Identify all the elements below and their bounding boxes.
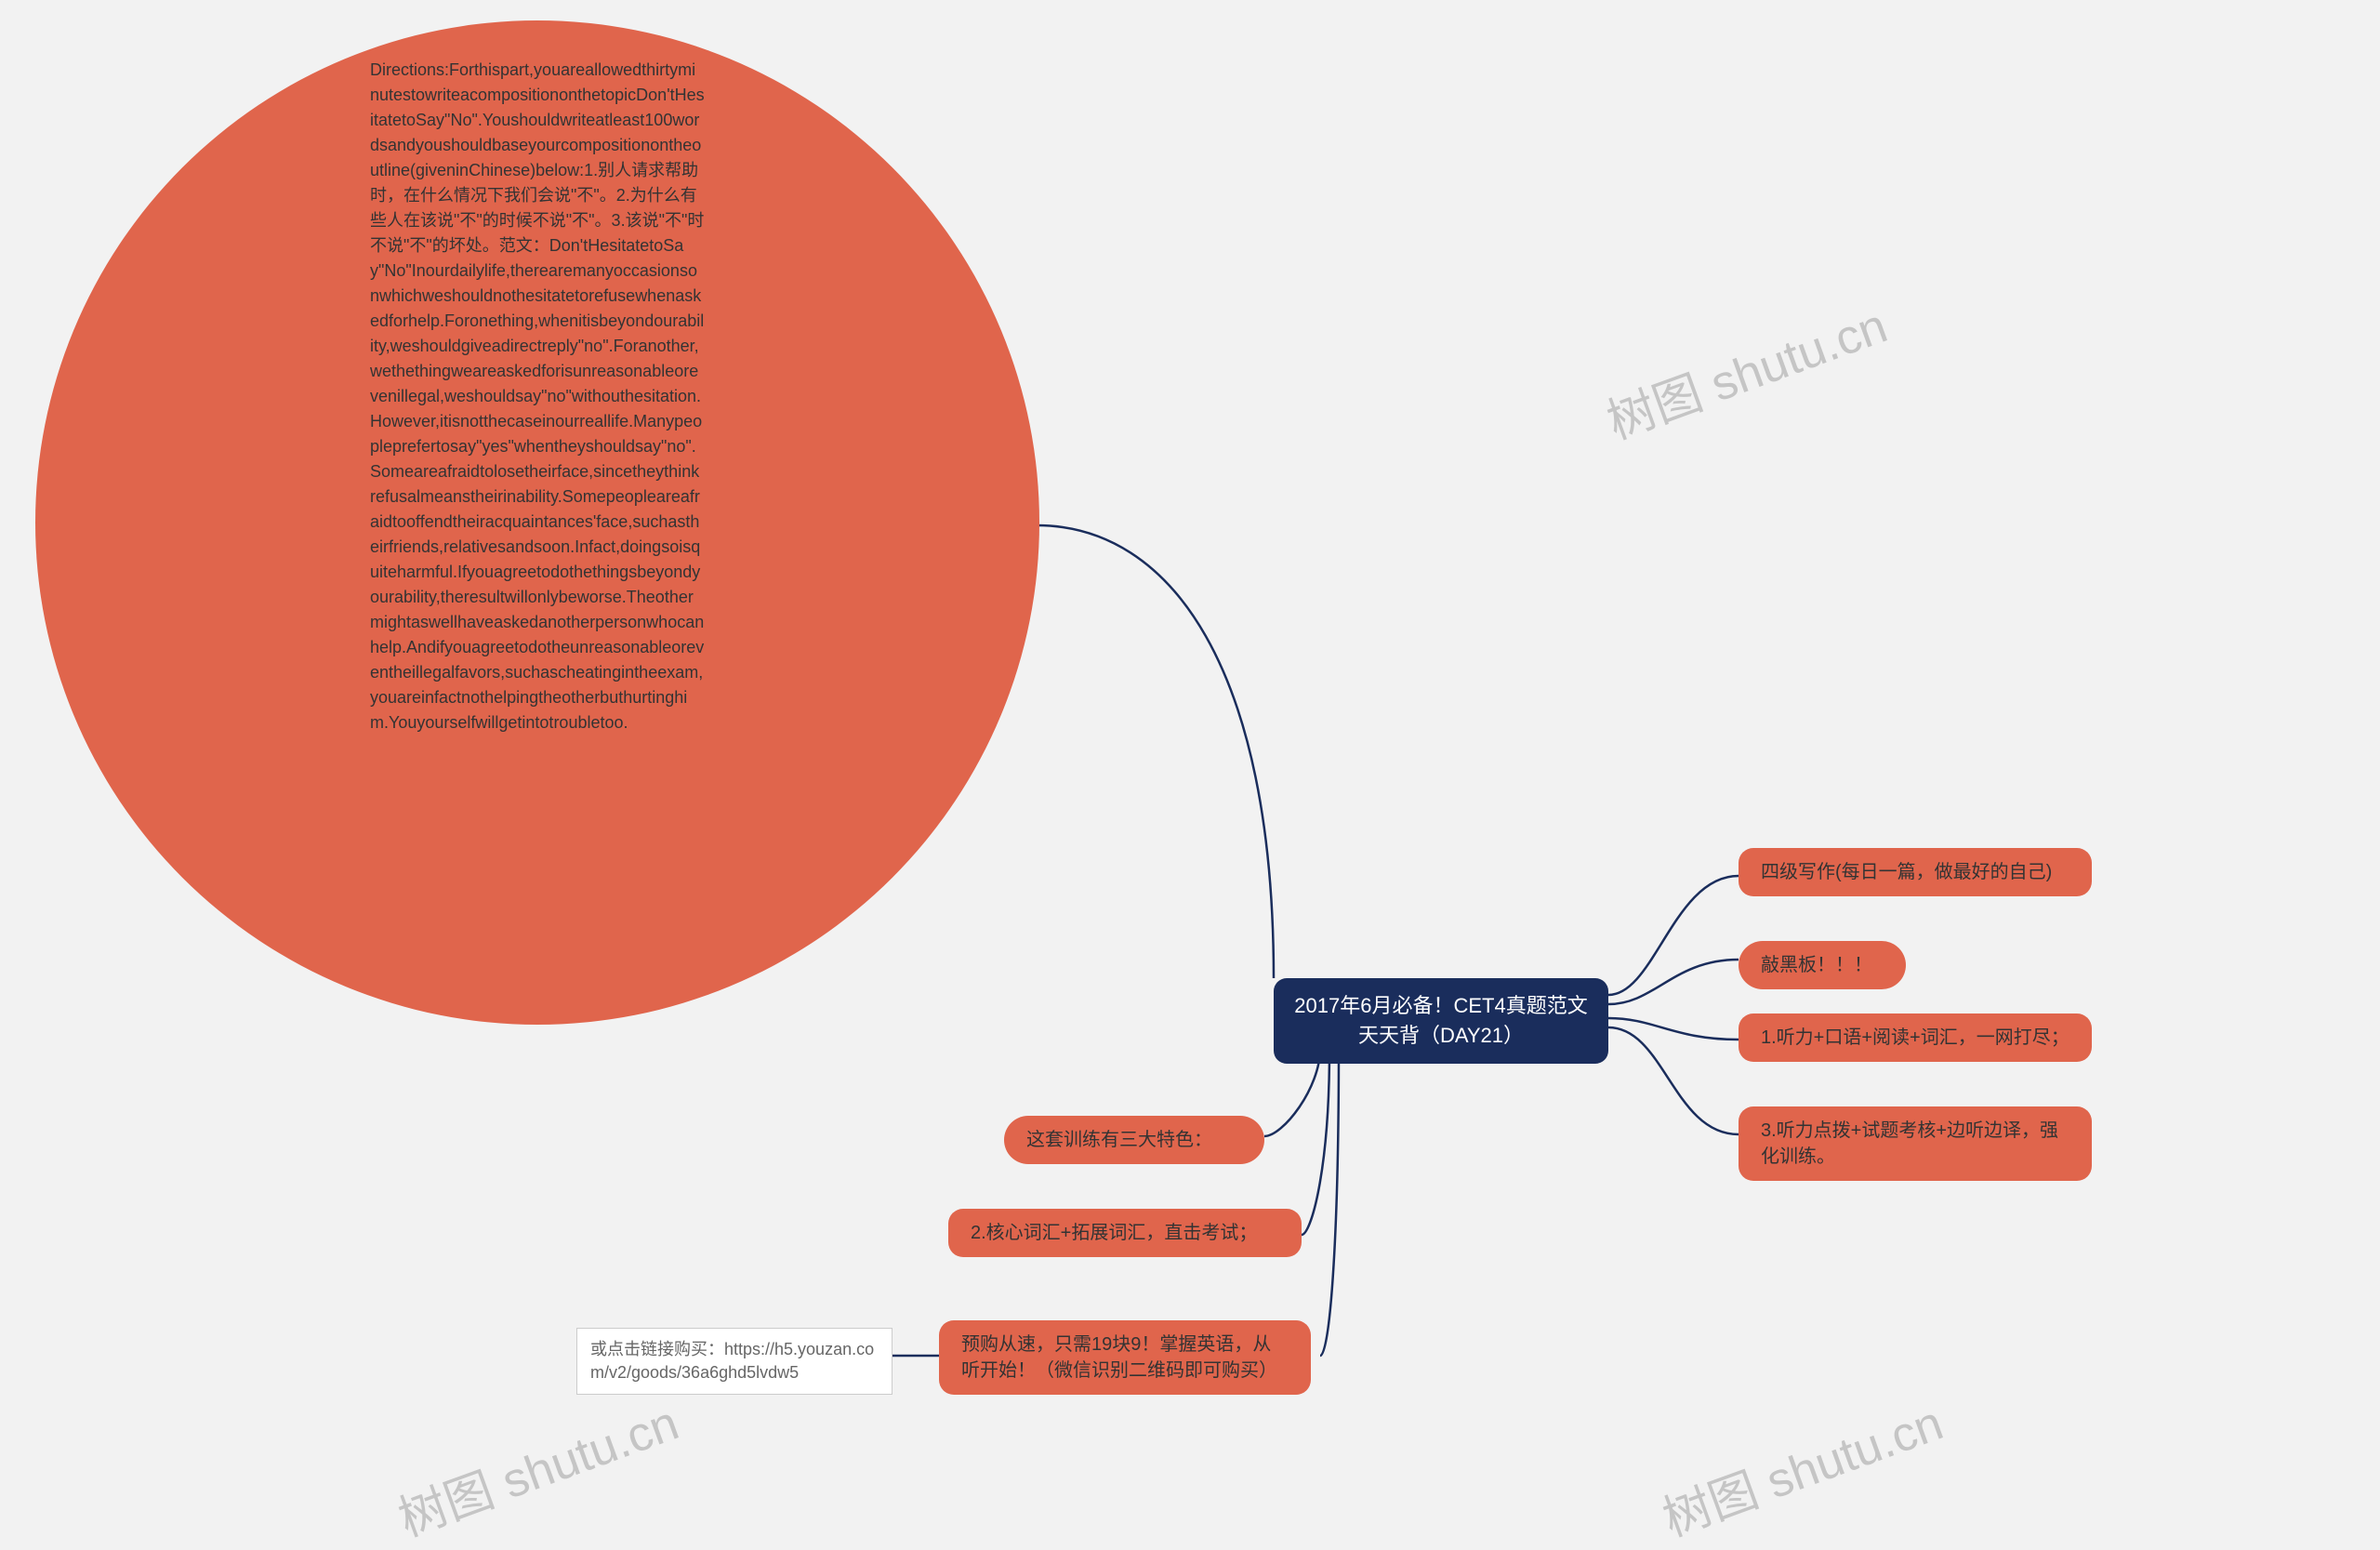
child-node-label: 这套训练有三大特色： [1026,1130,1212,1150]
child-node-label: 预购从速，只需19块9！掌握英语，从听开始！（微信识别二维码即可购买） [961,1334,1277,1381]
child-node-label: 敲黑板！！！ [1761,955,1872,975]
watermark-text: 树图 shutu.cn [388,1384,687,1549]
bottom-child-node[interactable]: 这套训练有三大特色： [1004,1116,1264,1164]
right-child-node[interactable]: 1.听力+口语+阅读+词汇，一网打尽； [1739,1013,2092,1062]
connector-line [1320,1049,1339,1356]
connector-line [1608,876,1739,995]
bottom-child-node[interactable]: 2.核心词汇+拓展词汇，直击考试； [948,1209,1302,1257]
right-child-node[interactable]: 敲黑板！！！ [1739,941,1906,989]
bottom-child-node[interactable]: 预购从速，只需19块9！掌握英语，从听开始！（微信识别二维码即可购买） [939,1320,1311,1395]
purchase-link-text: 或点击链接购买：https://h5.youzan.com/v2/goods/3… [590,1340,874,1382]
child-node-label: 2.核心词汇+拓展词汇，直击考试； [971,1223,1257,1243]
central-topic-node[interactable]: 2017年6月必备！CET4真题范文天天背（DAY21） [1274,978,1608,1064]
right-child-node[interactable]: 3.听力点拨+试题考核+边听边译，强化训练。 [1739,1106,2092,1181]
connector-line [1608,1027,1739,1134]
large-essay-node: Directions:Forthispart,youareallowedthir… [35,20,1039,1025]
watermark-text: 树图 shutu.cn [1652,1384,1951,1549]
purchase-link-note: 或点击链接购买：https://h5.youzan.com/v2/goods/3… [576,1328,892,1395]
connector-line [1037,525,1274,978]
watermark-text: 树图 shutu.cn [1596,286,1896,452]
child-node-label: 1.听力+口语+阅读+词汇，一网打尽； [1761,1027,2069,1048]
child-node-label: 四级写作(每日一篇，做最好的自己) [1761,862,2052,882]
right-child-node[interactable]: 四级写作(每日一篇，做最好的自己) [1739,848,2092,896]
connector-line [1608,1018,1739,1040]
mindmap-canvas: 树图 shutu.cn树图 shutu.cn树图 shutu.cn树图 shut… [0,0,2380,1530]
central-topic-label: 2017年6月必备！CET4真题范文天天背（DAY21） [1294,994,1587,1047]
connector-line [1608,960,1739,1004]
large-essay-text: Directions:Forthispart,youareallowedthir… [370,20,705,735]
connector-line [1302,1049,1329,1235]
child-node-label: 3.听力点拨+试题考核+边听边译，强化训练。 [1761,1120,2058,1167]
